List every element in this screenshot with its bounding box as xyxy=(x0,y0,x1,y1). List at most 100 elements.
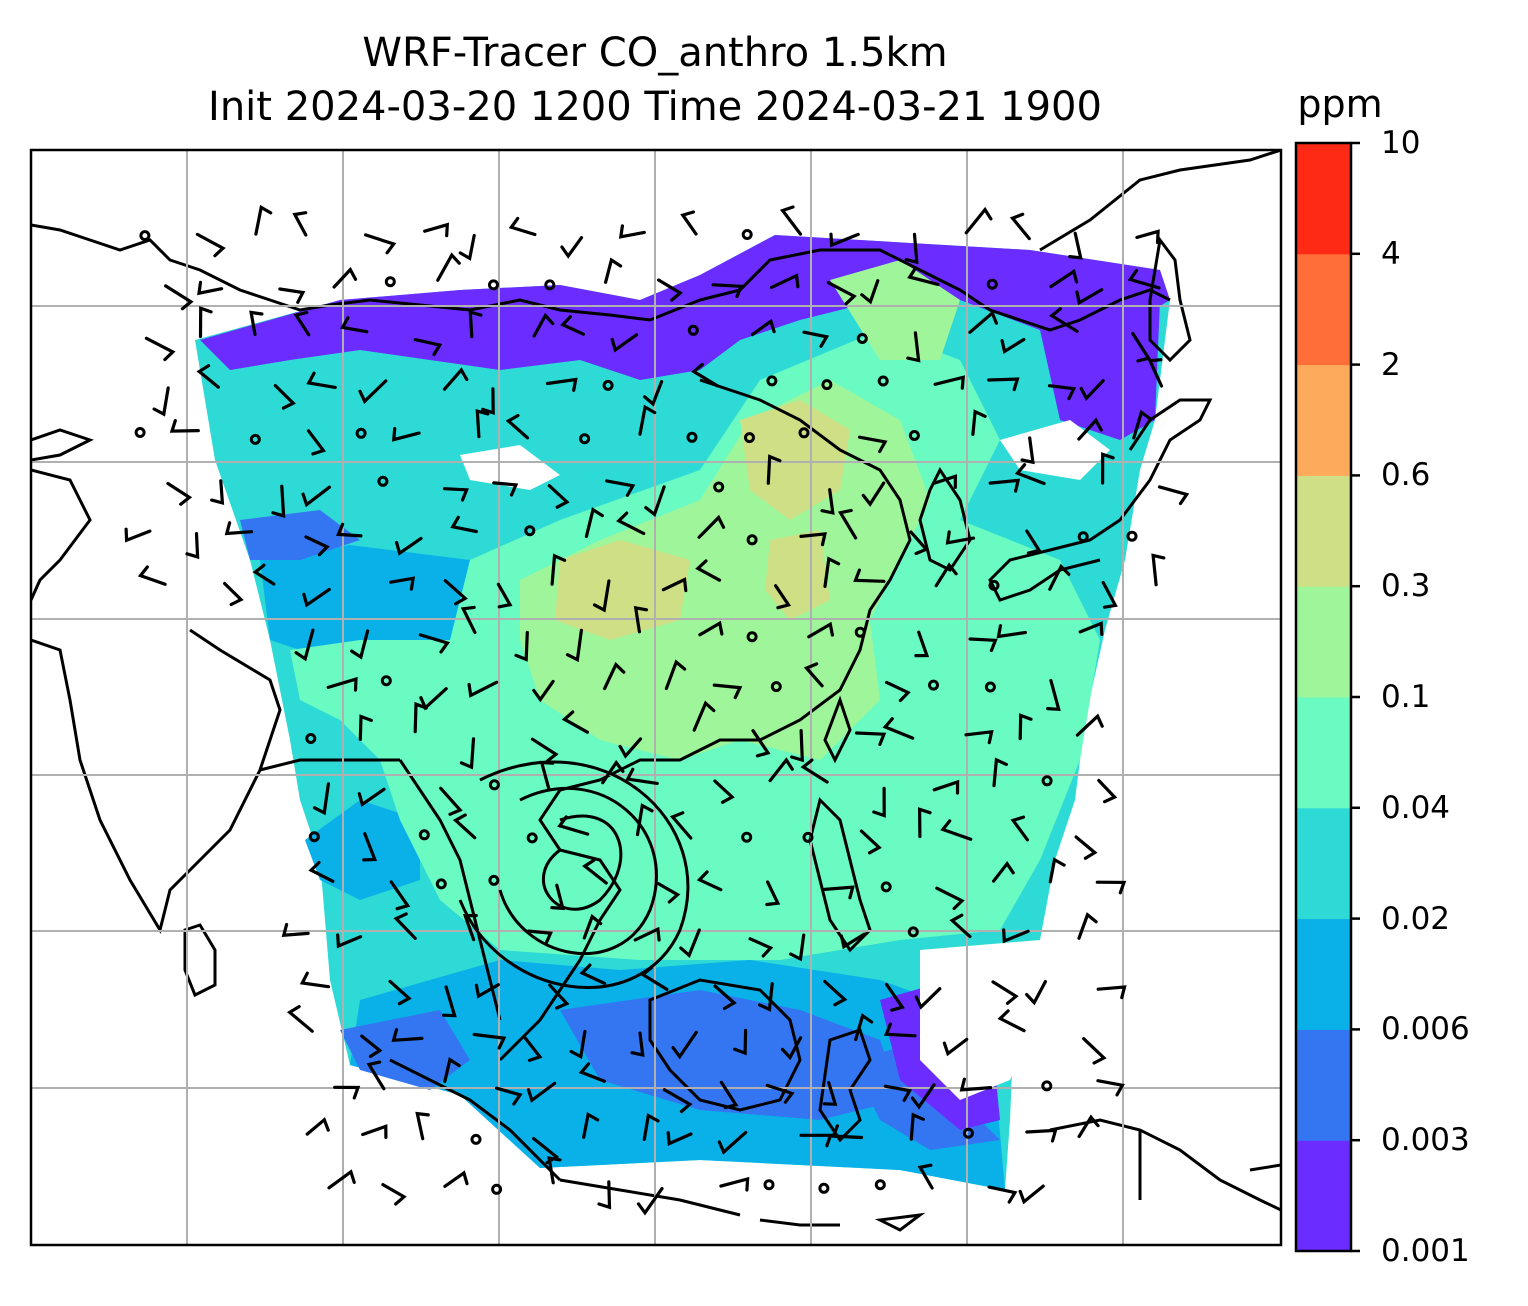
wind-barb xyxy=(299,971,331,989)
wind-barb xyxy=(669,811,693,840)
wind-barb xyxy=(988,478,1021,493)
wind-barb xyxy=(508,216,537,237)
colorbar-swatch xyxy=(1296,918,1351,1030)
wind-barb xyxy=(597,1180,612,1210)
coast-png xyxy=(1049,1118,1281,1212)
field-hole-nw xyxy=(460,445,560,490)
colorbar-unit: ppm xyxy=(1297,82,1383,126)
wind-barb xyxy=(935,886,965,911)
wind-barb xyxy=(1077,417,1103,441)
wind-barb xyxy=(364,233,397,255)
wind-barb xyxy=(305,1117,330,1136)
wind-barb xyxy=(579,963,607,985)
calm-wind-circle xyxy=(928,679,939,691)
wind-barb xyxy=(413,701,428,734)
wind-barb xyxy=(358,714,373,741)
wind-barb xyxy=(361,1124,388,1139)
wind-barb xyxy=(565,628,583,663)
coast-philippines xyxy=(808,797,872,953)
wind-barb xyxy=(1018,1184,1045,1205)
coast-borneo xyxy=(648,978,802,1112)
wind-barb xyxy=(949,913,972,939)
wind-barb xyxy=(857,435,888,454)
wind-barb xyxy=(917,807,932,839)
wind-barb xyxy=(336,522,363,538)
wind-barb xyxy=(830,1124,864,1140)
wind-barb xyxy=(751,729,771,758)
colorbar-swatch xyxy=(1296,143,1351,255)
calm-wind-circle xyxy=(1126,530,1138,542)
calm-wind-circle xyxy=(746,534,758,546)
wind-barb xyxy=(196,364,220,389)
wind-barb xyxy=(164,284,194,311)
wind-barb xyxy=(481,387,495,416)
calm-wind-circle xyxy=(962,1127,974,1139)
wind-barb xyxy=(304,535,330,557)
wind-barb xyxy=(308,860,335,883)
wind-barb xyxy=(1097,778,1118,804)
wind-barb xyxy=(679,928,701,958)
wind-barb xyxy=(942,1037,969,1057)
calm-wind-circle xyxy=(355,427,367,439)
calm-wind-circle xyxy=(988,579,1000,591)
wind-barb xyxy=(799,1133,833,1148)
wind-barb xyxy=(1151,553,1166,587)
wind-barb xyxy=(934,562,958,588)
wind-barb xyxy=(1101,452,1115,485)
calm-wind-circle xyxy=(686,431,698,443)
wind-barb xyxy=(137,565,167,586)
wind-barb xyxy=(326,676,358,692)
wind-barb xyxy=(327,1169,356,1190)
wind-barb xyxy=(496,582,513,609)
calm-wind-circle xyxy=(798,427,810,439)
wind-barb xyxy=(1147,358,1164,388)
colorbar-swatch xyxy=(1296,807,1351,920)
wind-barb xyxy=(885,680,911,703)
wind-barb xyxy=(584,507,604,539)
wind-barb xyxy=(523,1036,543,1062)
wind-barb xyxy=(695,559,722,582)
coast-sumatra xyxy=(389,1058,562,1182)
calm-wind-circle xyxy=(134,427,146,438)
wind-barb xyxy=(696,870,723,892)
wind-barb xyxy=(618,737,643,759)
wind-barb xyxy=(550,553,567,586)
wind-barb xyxy=(839,932,866,950)
calm-wind-circle xyxy=(1041,775,1053,787)
wind-barb xyxy=(823,556,841,588)
wind-barb xyxy=(443,579,468,606)
wind-barb xyxy=(854,1013,874,1042)
wind-barb xyxy=(616,511,646,536)
wind-barb xyxy=(306,371,337,389)
wind-barb xyxy=(1047,384,1077,401)
calm-wind-circle xyxy=(744,432,755,444)
calm-wind-circle xyxy=(741,831,753,843)
wind-barb xyxy=(392,427,421,442)
colorbar xyxy=(1294,141,1360,1253)
wind-barb xyxy=(458,233,476,261)
wind-barb xyxy=(932,474,958,489)
wind-barb xyxy=(381,1183,407,1206)
wind-barb xyxy=(1048,857,1066,884)
field-blue-west xyxy=(260,545,500,660)
wind-barb xyxy=(604,257,623,284)
wind-barb xyxy=(1049,268,1079,289)
calm-wind-circle xyxy=(384,276,396,288)
wind-barb xyxy=(560,315,585,336)
calm-wind-circle xyxy=(986,278,998,290)
wind-barb xyxy=(661,577,688,593)
wind-barb xyxy=(885,982,905,1012)
wind-barb xyxy=(803,662,824,688)
coast-indochina xyxy=(498,789,622,1062)
wind-barb xyxy=(1074,835,1098,860)
wind-barb xyxy=(1009,212,1031,241)
wind-barb xyxy=(460,605,477,634)
wind-barb xyxy=(1096,985,1127,1000)
wind-barb xyxy=(822,1081,838,1106)
wind-barb xyxy=(271,484,286,518)
wind-barb xyxy=(1135,229,1160,244)
calm-wind-circle xyxy=(877,375,889,387)
wind-barb xyxy=(872,786,886,818)
wind-barb xyxy=(495,1086,523,1106)
colorbar-tick-label: 0.04 xyxy=(1381,789,1451,826)
